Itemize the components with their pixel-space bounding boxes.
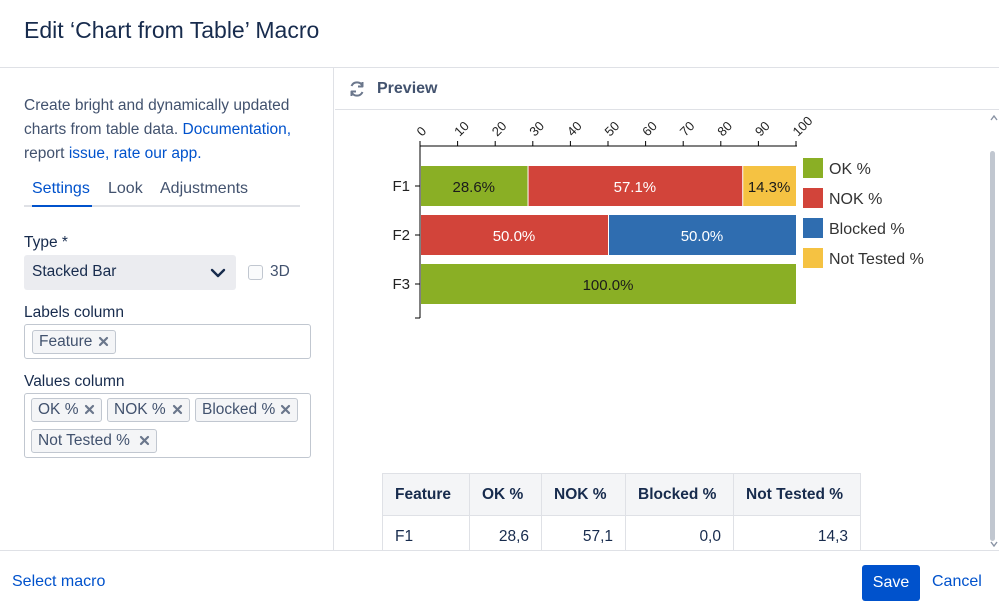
dialog-header: Edit ‘Chart from Table’ Macro xyxy=(0,0,999,68)
scroll-up-icon[interactable] xyxy=(990,115,998,121)
report-text: report xyxy=(24,145,65,162)
scroll-thumb[interactable] xyxy=(990,151,995,541)
app-description: Create bright and dynamically updated ch… xyxy=(24,94,314,166)
bar-segment xyxy=(743,166,796,206)
labels-column-label: Labels column xyxy=(24,304,124,321)
chip-label: Not Tested % xyxy=(38,432,130,449)
stacked-bar-chart: 0 10 20 30 40 50 60 70 80 90 100 F1 28.6% 57.1% 14.3% F… xyxy=(392,113,924,319)
chip-blocked: Blocked % xyxy=(195,398,298,422)
x-tick-label: 10 xyxy=(451,118,472,139)
table-header: NOK % xyxy=(541,473,626,516)
preview-label: Preview xyxy=(377,80,438,97)
settings-panel: Create bright and dynamically updated ch… xyxy=(0,68,334,550)
bar-segment xyxy=(528,166,743,206)
save-button[interactable]: Save xyxy=(862,565,920,601)
chip-label: Feature xyxy=(39,333,93,350)
legend-label: OK % xyxy=(829,161,871,178)
scroll-down-icon[interactable] xyxy=(990,541,998,547)
legend-swatch xyxy=(803,248,823,268)
table-header: Feature xyxy=(382,473,470,516)
table-cell: F1 xyxy=(382,515,470,550)
table-cell: 57,1 xyxy=(541,515,626,550)
labels-column-input[interactable]: Feature xyxy=(24,324,311,359)
x-tick-label: 50 xyxy=(602,118,623,139)
y-tick-label: F3 xyxy=(392,276,410,293)
select-macro-link[interactable]: Select macro xyxy=(12,573,106,590)
x-tick-label: 20 xyxy=(489,118,510,139)
remove-icon[interactable] xyxy=(279,403,292,416)
chart-type-select[interactable]: Stacked Bar xyxy=(24,255,236,290)
chip-label: Blocked % xyxy=(202,401,276,418)
x-tick-label: 30 xyxy=(526,118,547,139)
tab-settings[interactable]: Settings xyxy=(32,180,90,197)
active-tab-indicator xyxy=(32,205,92,207)
chip-label: NOK % xyxy=(114,401,166,418)
legend-swatch xyxy=(803,188,823,208)
documentation-link[interactable]: Documentation, xyxy=(182,121,292,138)
remove-icon[interactable] xyxy=(138,434,151,447)
table-cell: 14,3 xyxy=(733,515,861,550)
x-tick-label: 90 xyxy=(752,118,773,139)
chip-feature: Feature xyxy=(32,330,116,354)
table-cell: 0,0 xyxy=(625,515,734,550)
data-label: 28.6% xyxy=(452,179,495,196)
data-table: Feature OK % NOK % Blocked % Not Tested … xyxy=(382,473,861,550)
data-label: 50.0% xyxy=(493,228,536,245)
dialog-title: Edit ‘Chart from Table’ Macro xyxy=(24,17,320,43)
x-tick-label: 40 xyxy=(564,118,585,139)
chip-ok: OK % xyxy=(31,398,102,422)
x-tick-label: 60 xyxy=(639,118,660,139)
values-column-label: Values column xyxy=(24,373,125,390)
settings-tabs: Settings Look Adjustments xyxy=(24,180,300,207)
table-header: OK % xyxy=(469,473,542,516)
chart-type-value: Stacked Bar xyxy=(32,263,117,280)
data-label: 50.0% xyxy=(681,228,724,245)
preview-header: Preview xyxy=(335,68,999,110)
table-row: F1 28,6 57,1 0,0 14,3 xyxy=(382,515,861,550)
x-tick-label: 70 xyxy=(677,118,698,139)
3d-label: 3D xyxy=(270,263,290,280)
dialog-footer: Select macro Save Cancel xyxy=(0,550,999,607)
tab-look[interactable]: Look xyxy=(108,180,143,197)
x-tick-label: 80 xyxy=(714,118,735,139)
legend-label: Not Tested % xyxy=(829,251,924,268)
table-header: Blocked % xyxy=(625,473,734,516)
type-label: Type * xyxy=(24,234,68,251)
chip-nok: NOK % xyxy=(107,398,190,422)
rate-app-link[interactable]: rate our app. xyxy=(113,145,202,162)
x-tick-label: 0 xyxy=(414,123,430,139)
description-text: Create bright and dynamically updated ch… xyxy=(24,97,290,138)
refresh-icon[interactable] xyxy=(347,79,367,99)
chip-not-tested: Not Tested % xyxy=(31,429,157,453)
legend-label: NOK % xyxy=(829,191,882,208)
cancel-link[interactable]: Cancel xyxy=(932,573,982,590)
values-column-input[interactable]: OK % NOK % Blocked % Not Tested % xyxy=(24,393,311,458)
legend-label: Blocked % xyxy=(829,221,905,238)
remove-icon[interactable] xyxy=(97,335,110,348)
preview-scrollbar[interactable] xyxy=(987,111,999,550)
data-label: 57.1% xyxy=(614,179,657,196)
issue-link[interactable]: issue, xyxy=(68,145,110,162)
remove-icon[interactable] xyxy=(171,403,184,416)
data-label: 14.3% xyxy=(748,179,791,196)
chevron-down-icon xyxy=(210,268,226,278)
preview-panel: Preview 0 10 20 30 40 50 60 70 80 90 100 F1 28.6% 57.… xyxy=(335,68,999,550)
table-header-row: Feature OK % NOK % Blocked % Not Tested … xyxy=(382,473,861,516)
bar-segment xyxy=(421,264,796,304)
remove-icon[interactable] xyxy=(83,403,96,416)
bar-segment xyxy=(421,166,528,206)
data-label: 100.0% xyxy=(583,277,634,294)
legend-swatch xyxy=(803,218,823,238)
chip-label: OK % xyxy=(38,401,79,418)
bar-segment xyxy=(609,215,796,255)
table-header: Not Tested % xyxy=(733,473,861,516)
table-cell: 28,6 xyxy=(469,515,542,550)
bar-segment xyxy=(421,215,608,255)
tab-adjustments[interactable]: Adjustments xyxy=(160,180,249,197)
legend-swatch xyxy=(803,158,823,178)
x-tick-label: 100 xyxy=(790,113,816,139)
y-tick-label: F1 xyxy=(392,178,410,195)
y-tick-label: F2 xyxy=(392,227,410,244)
3d-checkbox[interactable] xyxy=(248,265,263,280)
